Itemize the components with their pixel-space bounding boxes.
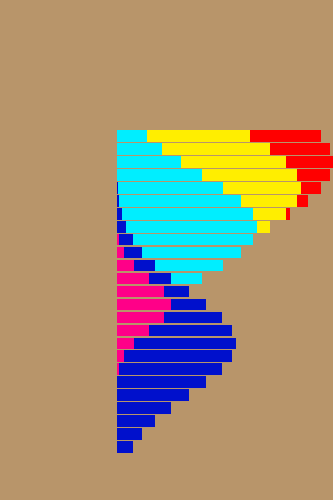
Bar [117, 260, 206, 272]
Bar [117, 286, 170, 298]
Bar [117, 143, 330, 154]
Bar [117, 272, 150, 284]
Bar [117, 234, 133, 245]
Bar [117, 286, 189, 298]
Bar [117, 234, 250, 245]
Bar [117, 428, 142, 440]
Bar [117, 272, 202, 284]
Bar [117, 195, 119, 206]
Bar [117, 324, 150, 336]
Bar [117, 298, 206, 310]
Bar [117, 247, 142, 258]
Bar [117, 260, 134, 272]
Bar [117, 441, 133, 453]
Bar [117, 416, 155, 427]
Bar [117, 364, 119, 375]
Bar [117, 298, 170, 310]
Bar [117, 247, 241, 258]
Bar [117, 169, 330, 180]
Bar [117, 350, 123, 362]
Bar [117, 286, 181, 298]
Bar [117, 376, 119, 388]
Bar [117, 195, 241, 206]
Bar [117, 324, 137, 336]
Bar [117, 390, 189, 401]
Bar [117, 286, 164, 298]
Bar [117, 247, 226, 258]
Bar [117, 182, 321, 194]
Bar [117, 324, 136, 336]
Bar [117, 350, 126, 362]
Bar [117, 416, 118, 427]
Bar [117, 350, 124, 362]
Bar [117, 143, 270, 154]
Bar [117, 272, 171, 284]
Bar [117, 272, 185, 284]
Bar [117, 402, 118, 414]
Bar [117, 195, 297, 206]
Bar [117, 156, 181, 168]
Bar [117, 312, 146, 323]
Bar [117, 338, 236, 349]
Bar [117, 298, 162, 310]
Bar [117, 338, 128, 349]
Bar [117, 234, 248, 245]
Bar [117, 182, 118, 194]
Bar [117, 208, 286, 220]
Bar [117, 260, 205, 272]
Bar [117, 324, 232, 336]
Bar [117, 169, 202, 180]
Bar [117, 376, 206, 388]
Bar [117, 312, 221, 323]
Bar [117, 156, 333, 168]
Bar [117, 312, 147, 323]
Bar [117, 298, 157, 310]
Bar [117, 338, 134, 349]
Bar [117, 402, 171, 414]
Bar [117, 130, 147, 142]
Bar [117, 312, 142, 323]
Bar [117, 312, 164, 323]
Bar [117, 143, 162, 154]
Bar [117, 338, 127, 349]
Bar [117, 364, 120, 375]
Bar [117, 390, 119, 401]
Bar [117, 376, 121, 388]
Bar [117, 234, 119, 245]
Bar [117, 130, 321, 142]
Bar [117, 208, 253, 220]
Bar [117, 169, 297, 180]
Bar [117, 364, 221, 375]
Bar [117, 208, 122, 220]
Bar [117, 234, 253, 245]
Bar [117, 182, 223, 194]
Bar [117, 247, 124, 258]
Bar [117, 195, 308, 206]
Bar [117, 298, 153, 310]
Bar [117, 324, 133, 336]
Bar [117, 272, 187, 284]
Bar [117, 390, 118, 401]
Bar [117, 221, 126, 232]
Bar [117, 338, 131, 349]
Bar [117, 221, 257, 232]
Bar [117, 208, 290, 220]
Bar [117, 221, 269, 232]
Bar [117, 260, 223, 272]
Bar [117, 260, 155, 272]
Bar [117, 350, 232, 362]
Bar [117, 221, 270, 232]
Bar [117, 376, 118, 388]
Bar [117, 156, 286, 168]
Bar [117, 350, 123, 362]
Bar [117, 182, 300, 194]
Bar [117, 364, 120, 375]
Bar [117, 130, 250, 142]
Bar [117, 247, 228, 258]
Bar [117, 364, 123, 375]
Bar [117, 286, 168, 298]
